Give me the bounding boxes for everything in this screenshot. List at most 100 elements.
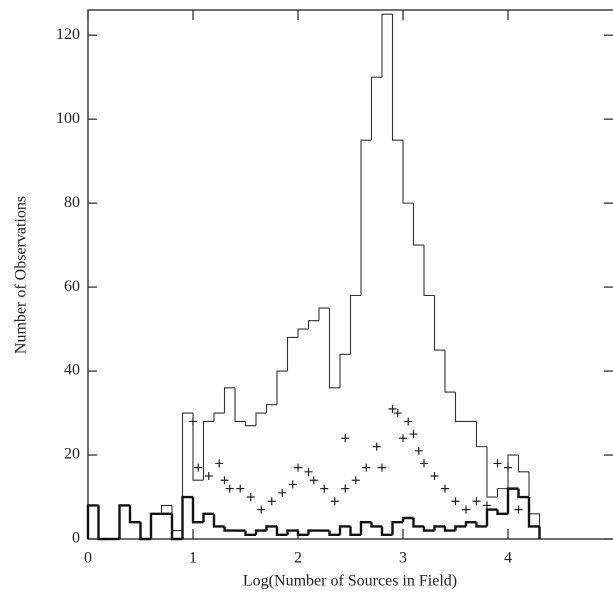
plus-marker: [220, 476, 229, 485]
histogram-step: [338, 525, 351, 535]
histogram-step: [170, 513, 183, 541]
histogram-step: [150, 513, 162, 539]
histogram-step: [517, 455, 529, 473]
histogram-step: [391, 14, 403, 141]
histogram-step: [454, 392, 466, 422]
y-tick-label: 40: [64, 362, 80, 379]
histogram-step: [485, 508, 498, 527]
plus-marker: [462, 505, 470, 514]
plus-marker: [404, 417, 413, 426]
plus-marker: [294, 463, 302, 472]
histogram-step: [307, 320, 319, 330]
histogram-step: [128, 505, 141, 524]
y-tick-label: 0: [72, 530, 80, 547]
histogram-step: [191, 497, 204, 524]
plus-marker: [430, 472, 439, 481]
histogram-step: [486, 446, 498, 498]
plus-marker: [341, 484, 350, 493]
histogram-step: [349, 294, 361, 355]
histogram-step: [139, 522, 151, 541]
plot-frame: [87, 9, 613, 540]
plus-marker: [472, 497, 481, 506]
histogram-step: [370, 76, 382, 141]
histogram-step: [118, 504, 130, 539]
histogram-step: [223, 387, 235, 414]
histogram-step: [212, 513, 225, 528]
histogram-step: [244, 421, 256, 427]
histogram-step: [423, 245, 435, 297]
x-tick-label: 0: [84, 550, 92, 567]
x-axis-label: Log(Number of Sources in Field): [243, 573, 457, 590]
y-tick-label: 80: [64, 194, 80, 211]
plus-marker: [320, 484, 329, 493]
histogram-step: [87, 504, 99, 539]
plus-marker: [204, 472, 213, 481]
plus-marker: [483, 501, 491, 510]
plus-marker: [372, 442, 381, 451]
histogram-step: [86, 504, 99, 539]
plus-marker: [441, 484, 449, 493]
histogram-step: [360, 139, 372, 296]
histogram-step: [496, 488, 508, 498]
plus-marker: [288, 480, 297, 489]
y-tick-label: 120: [56, 26, 80, 43]
histogram-step: [181, 412, 193, 531]
plus-marker: [514, 505, 523, 514]
histogram-step: [433, 295, 445, 351]
histogram-step: [349, 526, 361, 537]
histogram-step: [244, 530, 256, 537]
histogram-step: [380, 526, 393, 537]
histogram-step: [202, 512, 214, 523]
histogram-step: [507, 454, 519, 489]
histogram-step: [381, 13, 393, 78]
plus-marker: [351, 476, 360, 485]
plus-marker: [420, 459, 428, 468]
plus-marker: [194, 463, 203, 472]
histogram-step: [129, 505, 141, 523]
plus-marker: [388, 404, 397, 413]
plus-marker: [278, 488, 287, 497]
histogram-step: [475, 522, 487, 528]
histogram-step: [454, 525, 466, 531]
plus-marker: [267, 497, 276, 506]
histogram-step: [213, 412, 225, 422]
histogram-step: [475, 421, 487, 448]
histogram-step: [339, 353, 351, 388]
x-tick-label: 2: [294, 550, 302, 567]
histogram-step: [517, 488, 529, 499]
plus-marker: [409, 430, 418, 439]
histogram-step: [443, 526, 456, 532]
histogram-step: [528, 471, 540, 515]
histogram-step: [496, 509, 508, 516]
histogram-step: [307, 529, 319, 535]
histogram-step: [97, 505, 109, 541]
histogram-step: [223, 526, 235, 532]
histogram-step: [276, 370, 288, 405]
histogram-step: [234, 387, 246, 422]
x-tick-label: 3: [399, 550, 407, 567]
histogram-step: [171, 505, 183, 532]
y-tick-label: 20: [64, 446, 80, 463]
histogram-step: [412, 203, 424, 246]
histogram-step: [433, 525, 445, 531]
histogram-step: [444, 350, 456, 393]
x-tick-label: 4: [504, 550, 512, 567]
histogram-step: [275, 526, 288, 537]
histogram-step: [139, 522, 151, 540]
y-axis-label: Number of Observations: [13, 196, 30, 354]
histogram-step: [265, 525, 277, 531]
histogram-step: [286, 336, 298, 372]
plus-marker: [451, 497, 460, 506]
histogram-step: [422, 526, 435, 532]
plus-marker: [257, 505, 266, 514]
plus-marker: [215, 459, 224, 468]
histogram-step: [254, 529, 267, 535]
x-tick-label: 1: [189, 550, 197, 567]
histogram-step: [527, 497, 540, 528]
histogram-step: [192, 413, 204, 481]
histogram-step: [328, 530, 340, 537]
histogram-step: [265, 404, 277, 414]
plus-marker: [309, 476, 318, 485]
plus-marker: [504, 463, 512, 472]
